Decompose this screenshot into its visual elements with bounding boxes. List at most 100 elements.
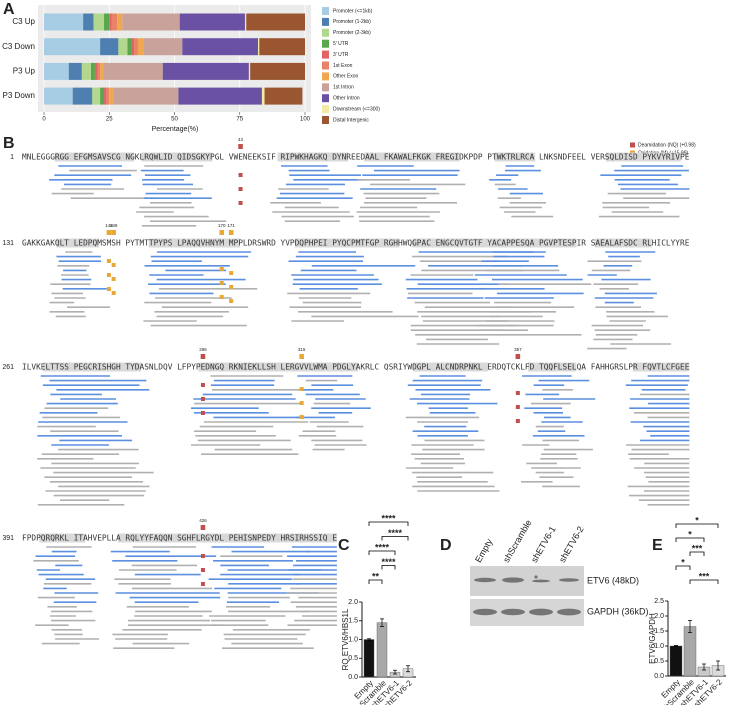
bar-segment xyxy=(68,62,82,80)
row-number: 391 xyxy=(2,535,14,542)
legend-swatch xyxy=(630,142,635,148)
sequence: FPDPQRQRKL ITAHVEPLLA RQLYYFAQQN SGHFLRG… xyxy=(22,534,337,543)
peptide-highlight xyxy=(605,152,681,162)
legend-swatch xyxy=(322,72,329,81)
modification-site xyxy=(228,230,234,235)
x-tick-label: 75 xyxy=(236,117,243,123)
site-label: 171 xyxy=(227,223,235,228)
significance-bracket xyxy=(368,521,409,526)
y-tick-label: 0.0 xyxy=(654,673,664,680)
legend-label: 5' UTR xyxy=(333,41,349,47)
modification-marker xyxy=(515,419,520,423)
legend-swatch xyxy=(322,28,329,37)
bar-segment xyxy=(246,13,305,31)
row-number: 261 xyxy=(2,364,14,371)
bar-segment xyxy=(134,38,138,56)
modification-marker xyxy=(219,281,224,285)
y-tick-label: 2.0 xyxy=(348,599,358,606)
bar-segment xyxy=(131,38,135,56)
y-tick-label: 0.5 xyxy=(348,655,358,662)
site-label: 426 xyxy=(199,518,207,523)
bar-segment xyxy=(248,62,251,80)
significance-label: * xyxy=(695,515,699,525)
modification-site xyxy=(238,144,243,149)
panel-label: A xyxy=(3,1,15,18)
bar-segment xyxy=(137,38,144,56)
modification-marker xyxy=(229,271,234,275)
y-tick-label: 2.5 xyxy=(654,598,664,605)
modification-marker xyxy=(200,383,205,387)
bar-segment xyxy=(83,13,94,31)
modification-marker xyxy=(238,201,243,205)
error-bar xyxy=(380,618,384,627)
y-tick-label: 0.0 xyxy=(348,674,358,681)
legend-label: Promoter (<=1kb) xyxy=(333,8,373,14)
bar xyxy=(683,626,697,677)
legend-label: 1st Exon xyxy=(333,63,353,69)
legend-label: 3' UTR xyxy=(333,52,349,58)
significance-label: ** xyxy=(372,571,380,581)
site-label: 315 xyxy=(298,347,306,352)
bar-segment xyxy=(93,13,105,31)
band-label: ETV6 (48kD) xyxy=(587,575,639,585)
error-bar xyxy=(716,660,720,671)
site-label: 296 xyxy=(199,347,207,352)
peptide-highlight xyxy=(302,362,358,372)
peptide-highlight xyxy=(412,362,489,372)
bar-segment xyxy=(72,87,93,105)
bar-segment xyxy=(44,38,101,56)
modification-marker xyxy=(111,277,116,281)
significance-bracket xyxy=(675,565,691,570)
bar-segment xyxy=(111,13,118,31)
panel-label: D xyxy=(440,537,452,554)
bar-segment xyxy=(100,38,119,56)
bar-segment xyxy=(44,13,84,31)
peptide-highlight xyxy=(411,238,522,248)
legend-swatch xyxy=(322,7,329,15)
x-tick-label: 0 xyxy=(42,117,46,123)
panel-label: C xyxy=(338,537,350,554)
legend-swatch xyxy=(322,116,329,124)
error-bar xyxy=(393,669,397,675)
site-label: 357 xyxy=(514,347,522,352)
error-bar xyxy=(674,645,678,647)
significance-label: *** xyxy=(699,571,710,581)
modification-marker xyxy=(299,387,304,391)
lane-label: Empty xyxy=(473,537,495,565)
bar-segment xyxy=(100,87,105,105)
bar-segment xyxy=(244,13,247,31)
modification-marker xyxy=(106,287,111,291)
x-tick-label: 100 xyxy=(300,117,311,123)
bar-segment xyxy=(109,87,114,105)
legend-label: Other Intron xyxy=(333,96,360,102)
legend-label: Other Exon xyxy=(333,74,359,80)
bar xyxy=(376,622,388,678)
significance-bracket xyxy=(689,551,705,556)
modification-site xyxy=(515,354,521,359)
legend-box xyxy=(320,4,430,128)
significance-label: **** xyxy=(381,557,396,567)
row-number: 1 xyxy=(10,154,14,161)
peptide-highlight xyxy=(364,152,460,162)
peptide-highlight xyxy=(277,152,349,162)
site-label: 43 xyxy=(238,137,244,142)
modification-marker xyxy=(200,582,205,586)
peptide-highlight xyxy=(39,533,86,543)
bar-segment xyxy=(182,38,259,56)
band-label: GAPDH (36kD) xyxy=(587,606,649,616)
legend-swatch xyxy=(322,50,329,59)
y-tick-label: 0.5 xyxy=(654,658,664,665)
peptide-highlight xyxy=(292,533,337,543)
bar-segment xyxy=(143,38,183,56)
modification-marker xyxy=(229,285,234,289)
legend-swatch xyxy=(322,61,329,70)
bar-segment xyxy=(104,62,163,80)
sequence: MNLEGGGRGG EFGMSAVSCG NGKLRQWLID QIDSGKY… xyxy=(22,153,690,162)
modification-site xyxy=(200,354,206,359)
y-tick-label: 1.5 xyxy=(654,628,664,635)
modification-site xyxy=(111,230,116,235)
legend-swatch xyxy=(322,94,329,103)
bar-segment xyxy=(100,62,105,80)
